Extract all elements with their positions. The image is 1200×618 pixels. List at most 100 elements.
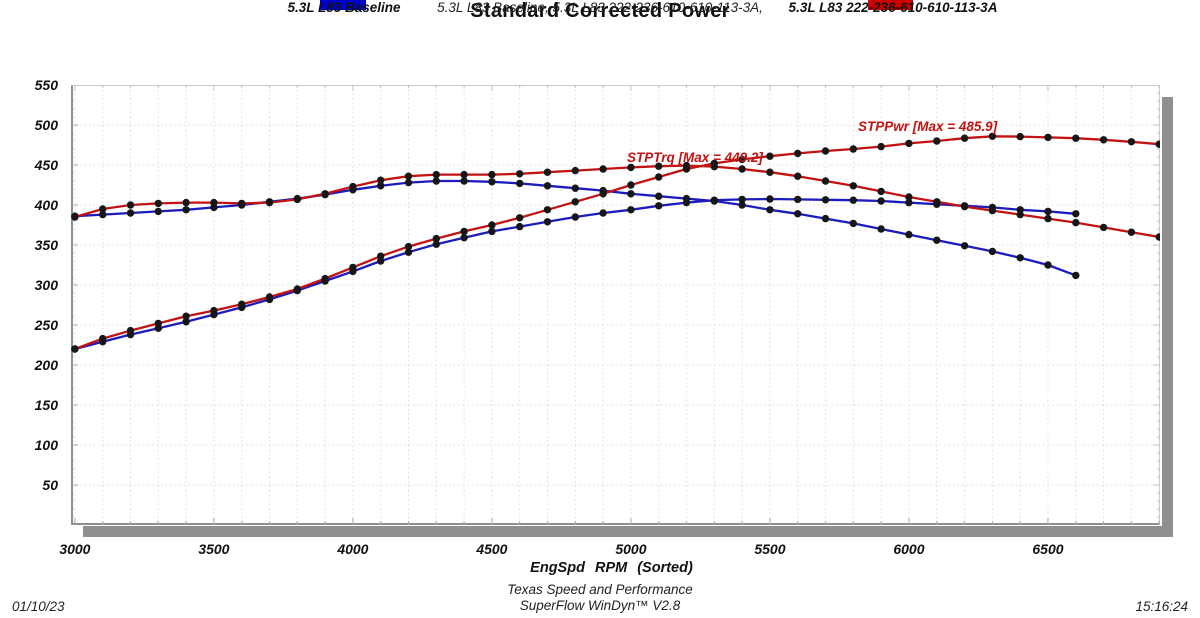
marker-baseline-torque [516, 179, 524, 188]
marker-cam-power [154, 319, 162, 328]
marker-cam-torque [849, 182, 857, 190]
y-tick-100: 100 [34, 437, 58, 453]
x-tick-4500: 4500 [476, 541, 508, 557]
y-tick-450: 450 [34, 157, 58, 173]
legend-swatch-baseline [320, 0, 366, 10]
marker-cam-power [794, 149, 802, 158]
marker-cam-power [71, 345, 79, 353]
marker-cam-power [655, 173, 663, 181]
marker-baseline-power [710, 196, 718, 204]
y-tick-300: 300 [34, 277, 58, 293]
chart-title: Standard Corrected Power [470, 0, 730, 22]
marker-baseline-torque [877, 225, 885, 233]
x-tick-5000: 5000 [615, 541, 647, 557]
marker-cam-power [1072, 134, 1080, 142]
marker-cam-power [599, 190, 607, 198]
marker-cam-power [960, 134, 969, 142]
chart-subtitle: 5.3L L83 Baseline, 5.3L L83 222-236-610-… [437, 0, 763, 15]
y-tick-50: 50 [42, 477, 58, 493]
legend-label-baseline: 5.3L L83 Baseline [287, 0, 401, 15]
marker-baseline-power [599, 209, 607, 217]
x-tick-4000: 4000 [337, 541, 369, 557]
marker-cam-torque [571, 166, 579, 175]
marker-baseline-power [738, 195, 746, 204]
marker-baseline-torque [404, 178, 413, 187]
marker-cam-power [738, 155, 746, 164]
marker-baseline-torque [933, 236, 941, 244]
marker-baseline-torque [488, 178, 496, 186]
footer-date: 01/10/23 [12, 599, 65, 614]
marker-baseline-power [460, 234, 468, 242]
marker-cam-power [377, 252, 385, 260]
marker-baseline-power [655, 202, 663, 210]
annotation-stppwr-max: STPPwr [Max = 485.9] [858, 119, 998, 134]
y-tick-400: 400 [34, 197, 58, 213]
footer-time: 15:16:24 [1135, 599, 1188, 614]
marker-baseline-torque [627, 190, 635, 198]
marker-cam-torque [1072, 218, 1080, 227]
marker-cam-torque [905, 193, 913, 201]
marker-cam-torque [821, 177, 830, 185]
marker-baseline-power [821, 196, 830, 204]
marker-cam-power [627, 181, 635, 189]
marker-cam-power [460, 227, 468, 236]
x-tick-6000: 6000 [893, 541, 925, 557]
plot-shadow-bottom [83, 526, 1173, 537]
marker-baseline-torque [182, 206, 190, 214]
annotation-stptrq-max: STPTrq [Max = 449.2] [627, 150, 763, 165]
marker-cam-torque [488, 170, 496, 179]
marker-cam-torque [655, 162, 663, 170]
marker-cam-power [1099, 136, 1108, 144]
marker-cam-torque [766, 168, 774, 176]
marker-cam-power [516, 214, 524, 222]
marker-baseline-torque [655, 192, 663, 200]
marker-baseline-power [1044, 207, 1052, 216]
marker-cam-torque [210, 198, 218, 207]
marker-cam-power [988, 132, 997, 140]
marker-baseline-torque [1072, 271, 1080, 280]
marker-cam-torque [293, 195, 301, 204]
marker-cam-power [821, 147, 830, 155]
marker-cam-torque [543, 168, 552, 176]
marker-baseline-power [877, 197, 885, 205]
marker-cam-power [349, 263, 357, 272]
marker-cam-torque [71, 213, 79, 221]
marker-cam-power [1155, 140, 1160, 148]
marker-cam-power [682, 165, 691, 173]
dyno-curves-svg [71, 85, 1160, 525]
marker-cam-power [766, 152, 774, 160]
marker-cam-power [126, 326, 135, 335]
marker-baseline-torque [766, 206, 774, 214]
y-tick-550: 550 [34, 77, 58, 93]
marker-baseline-power [571, 213, 579, 221]
marker-cam-power [849, 145, 857, 153]
marker-cam-power [210, 306, 218, 315]
marker-baseline-torque [543, 182, 552, 190]
x-axis-title: EngSpd RPM (Sorted) [530, 560, 693, 576]
marker-cam-power [1127, 138, 1136, 146]
marker-baseline-torque [99, 210, 107, 219]
marker-cam-torque [960, 202, 969, 211]
marker-cam-torque [1155, 233, 1160, 241]
marker-cam-power [543, 206, 552, 214]
x-tick-3000: 3000 [59, 541, 91, 557]
y-tick-500: 500 [34, 117, 58, 133]
marker-cam-torque [627, 163, 635, 172]
marker-cam-torque [1016, 210, 1024, 219]
marker-cam-torque [404, 172, 413, 180]
marker-cam-torque [126, 201, 135, 209]
marker-cam-power [404, 242, 413, 251]
marker-baseline-torque [988, 247, 997, 256]
marker-cam-power [710, 159, 718, 168]
marker-cam-torque [794, 172, 802, 180]
marker-cam-torque [599, 165, 607, 173]
marker-cam-torque [1099, 223, 1108, 232]
marker-baseline-power [543, 218, 552, 226]
marker-baseline-torque [126, 209, 135, 217]
marker-cam-torque [738, 165, 746, 173]
marker-cam-torque [349, 182, 357, 191]
marker-baseline-torque [849, 219, 857, 228]
x-tick-6500: 6500 [1032, 541, 1064, 557]
footer-company: Texas Speed and Performance [507, 582, 693, 597]
marker-cam-torque [182, 198, 190, 207]
